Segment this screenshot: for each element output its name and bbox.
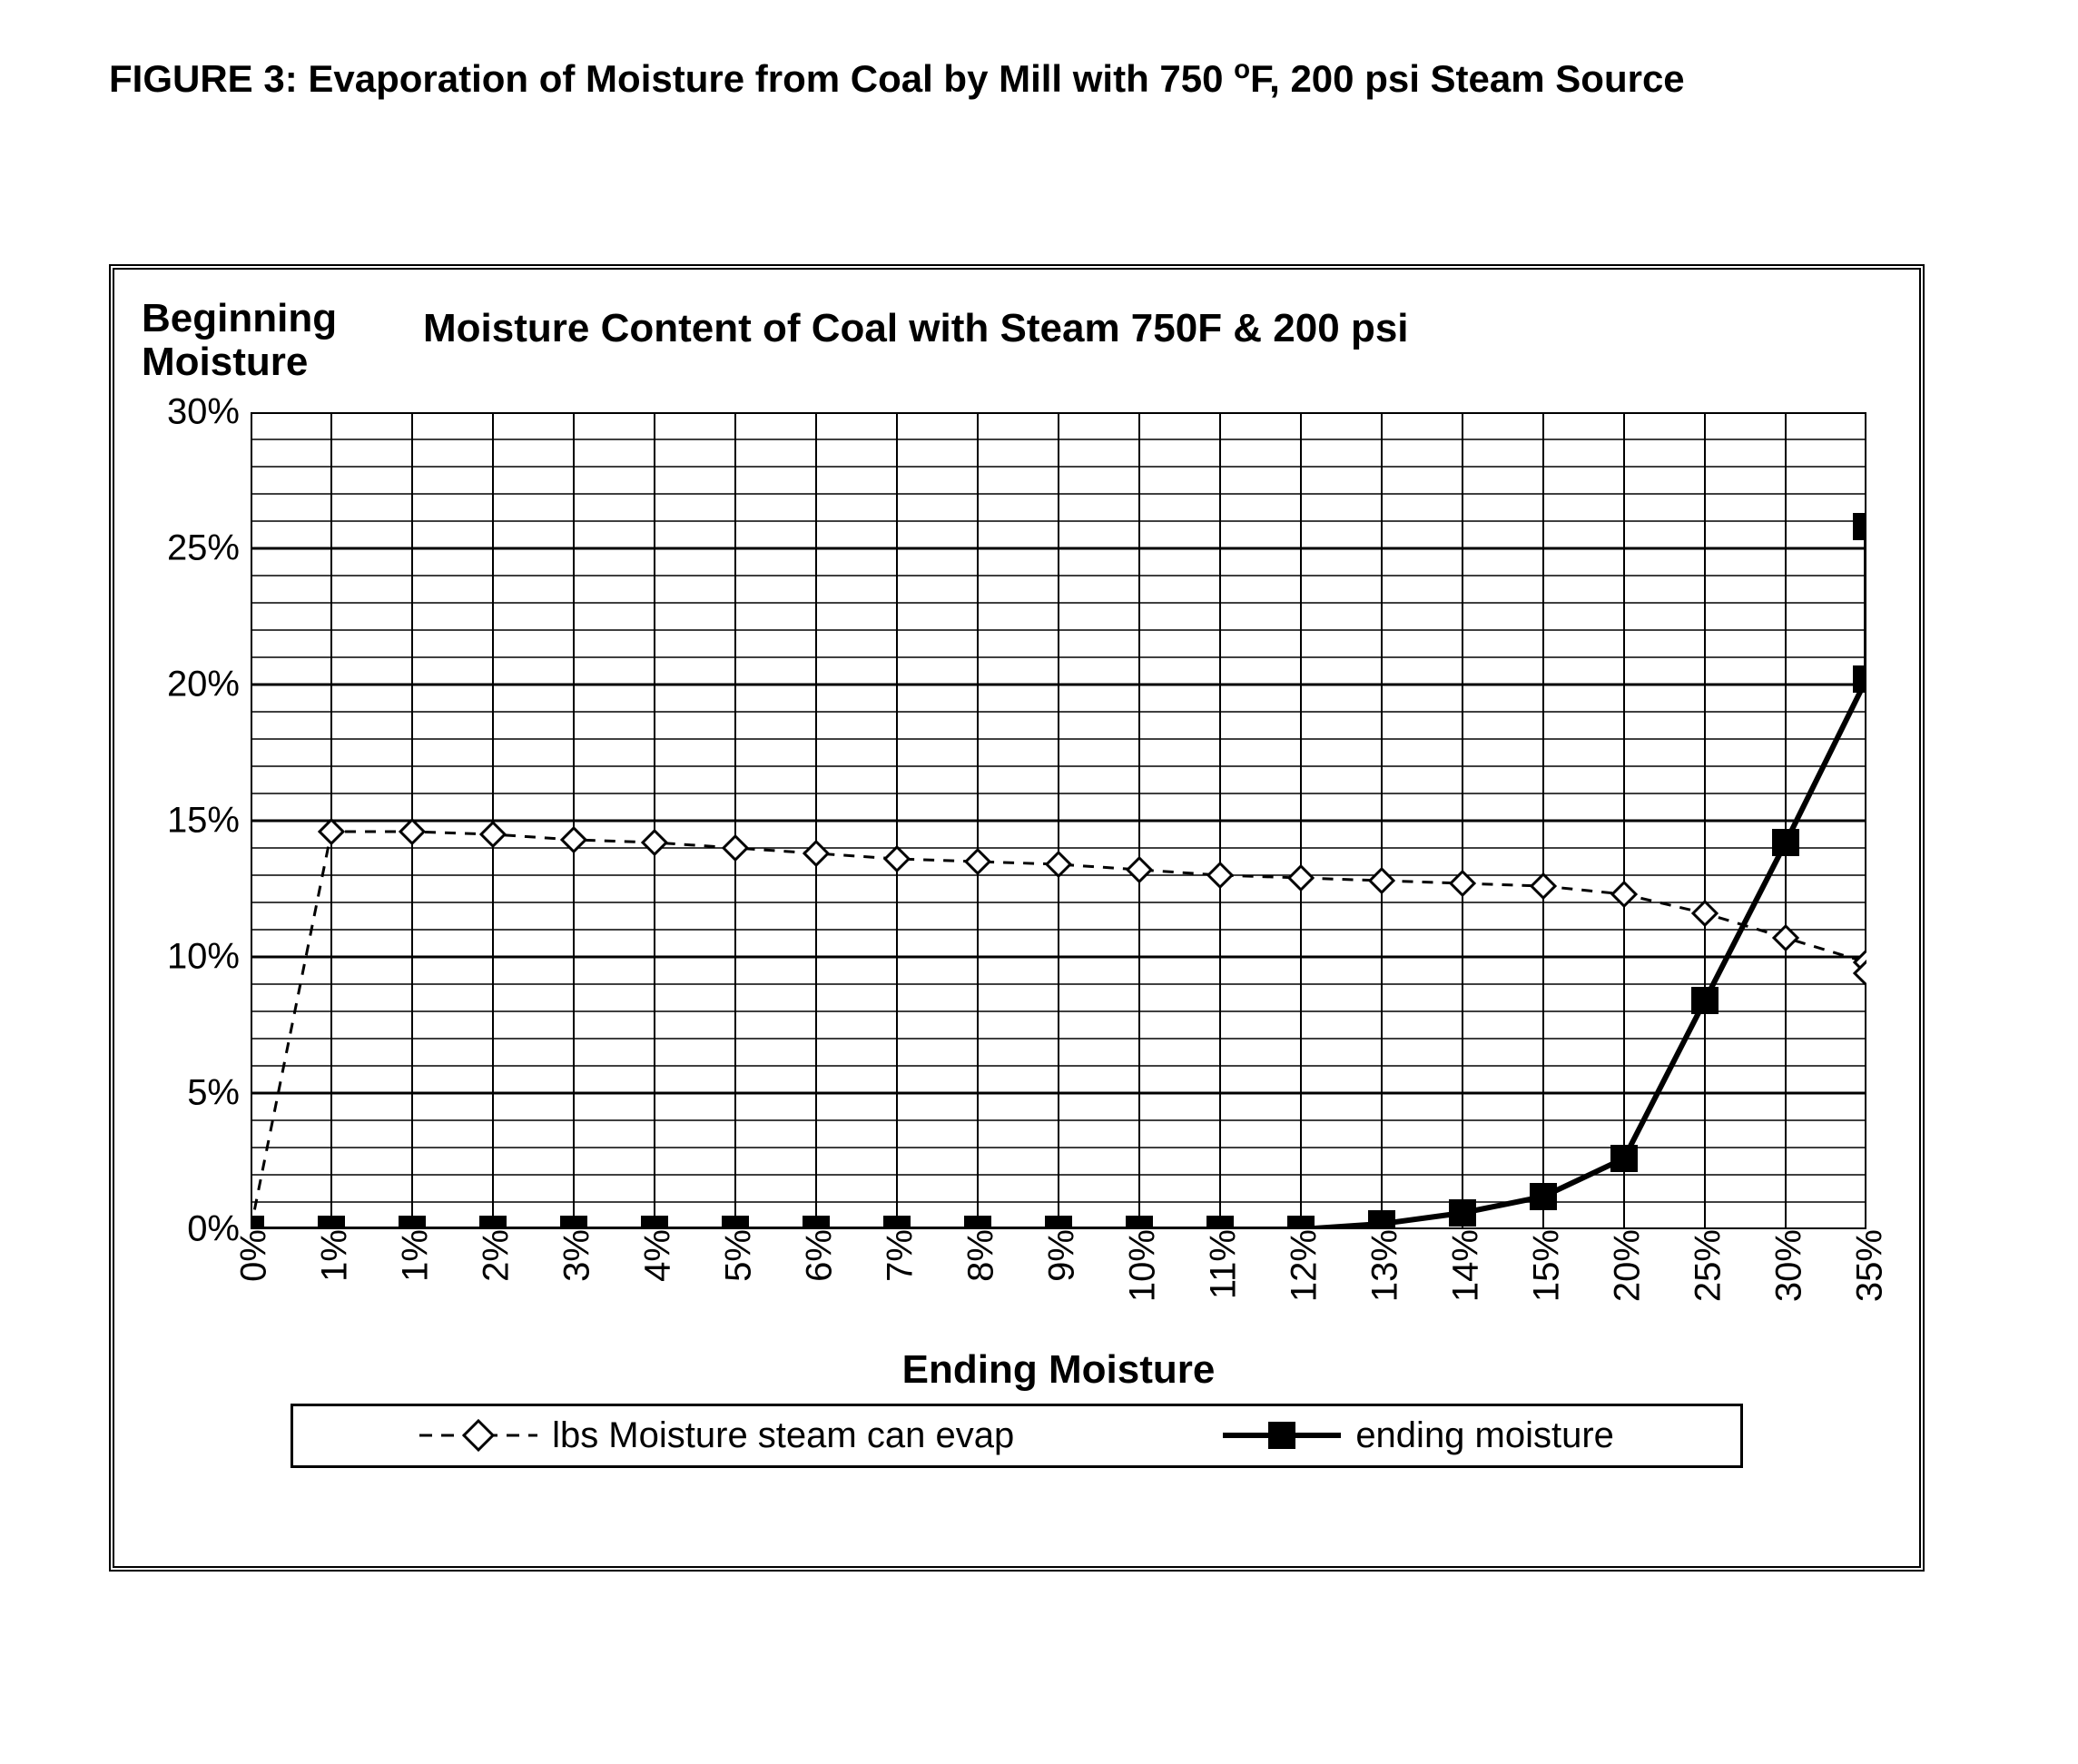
legend-entry-ending: ending moisture [1223,1415,1614,1456]
x-tick-label: 20% [1600,1229,1649,1302]
y-tick-label: 5% [187,1072,251,1113]
x-tick-label: 1% [389,1229,437,1282]
x-tick-label: 35% [1843,1229,1891,1302]
chart-title: Moisture Content of Coal with Steam 750F… [369,297,1892,351]
x-axis-title: Ending Moisture [251,1347,1866,1393]
chart-frame: Beginning Moisture Moisture Content of C… [109,264,1925,1572]
x-tick-label: 6% [793,1229,841,1282]
caption-prefix: FIGURE 3: [109,57,308,100]
x-tick-label: 30% [1762,1229,1810,1302]
y-tick-label: 10% [167,936,251,977]
x-tick-label: 9% [1035,1229,1083,1282]
caption-main: Evaporation of Moisture from Coal by Mil… [308,57,1234,100]
x-tick-label: 14% [1439,1229,1487,1302]
legend-label-evap: lbs Moisture steam can evap [552,1415,1014,1456]
x-tick-label: 5% [712,1229,760,1282]
x-tick-label: 3% [550,1229,598,1282]
y-tick-label: 20% [167,664,251,705]
x-tick-label: 10% [1116,1229,1164,1302]
caption-degree: o [1234,54,1250,84]
x-tick-label: 0% [227,1229,275,1282]
x-tick-label: 8% [954,1229,1002,1282]
y-tick-label: 15% [167,800,251,841]
x-tick-label: 7% [873,1229,921,1282]
y-tick-label: 30% [167,391,251,432]
x-tick-label: 1% [308,1229,356,1282]
y-tick-label: 25% [167,527,251,568]
legend: lbs Moisture steam can evap ending moist… [291,1404,1743,1468]
x-tick-label: 2% [469,1229,517,1282]
plot-area: 0%5%10%15%20%25%30%0%1%1%2%3%4%5%6%7%8%9… [251,412,1866,1229]
x-tick-label: 15% [1520,1229,1568,1302]
chart-svg [251,412,1866,1229]
y-axis-title: Beginning Moisture [142,297,369,385]
x-tick-label: 12% [1277,1229,1325,1302]
x-tick-label: 4% [631,1229,679,1282]
legend-swatch-evap [419,1417,537,1454]
x-tick-label: 11% [1197,1229,1245,1299]
legend-label-ending: ending moisture [1355,1415,1614,1456]
legend-swatch-ending [1223,1417,1341,1454]
legend-entry-evap: lbs Moisture steam can evap [419,1415,1014,1456]
x-tick-label: 13% [1358,1229,1406,1302]
x-tick-label: 25% [1681,1229,1729,1302]
figure-caption: FIGURE 3: Evaporation of Moisture from C… [109,54,1969,101]
caption-suffix: F, 200 psi Steam Source [1250,57,1685,100]
